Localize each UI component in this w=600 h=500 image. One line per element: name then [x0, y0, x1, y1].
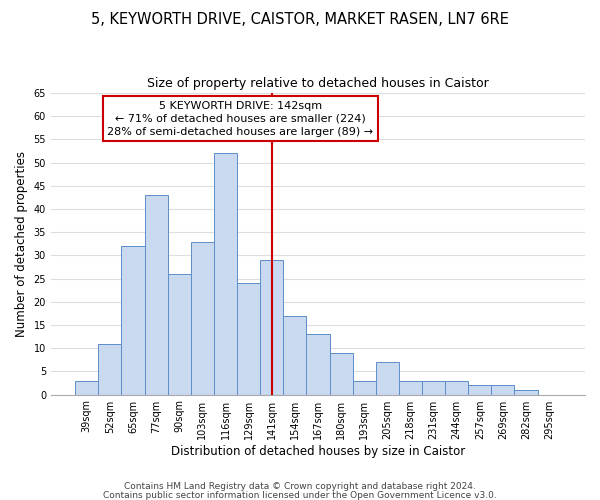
Bar: [514, 390, 538, 394]
Bar: [191, 242, 214, 394]
Bar: [399, 380, 422, 394]
Bar: [167, 274, 191, 394]
Bar: [353, 380, 376, 394]
Y-axis label: Number of detached properties: Number of detached properties: [15, 151, 28, 337]
Bar: [260, 260, 283, 394]
Bar: [237, 283, 260, 395]
Text: 5, KEYWORTH DRIVE, CAISTOR, MARKET RASEN, LN7 6RE: 5, KEYWORTH DRIVE, CAISTOR, MARKET RASEN…: [91, 12, 509, 28]
Bar: [468, 386, 491, 394]
Bar: [445, 380, 468, 394]
Text: 5 KEYWORTH DRIVE: 142sqm
← 71% of detached houses are smaller (224)
28% of semi-: 5 KEYWORTH DRIVE: 142sqm ← 71% of detach…: [107, 100, 374, 137]
Bar: [376, 362, 399, 394]
Text: Contains public sector information licensed under the Open Government Licence v3: Contains public sector information licen…: [103, 490, 497, 500]
Text: Contains HM Land Registry data © Crown copyright and database right 2024.: Contains HM Land Registry data © Crown c…: [124, 482, 476, 491]
Bar: [121, 246, 145, 394]
Bar: [329, 353, 353, 395]
Bar: [422, 380, 445, 394]
X-axis label: Distribution of detached houses by size in Caistor: Distribution of detached houses by size …: [171, 444, 465, 458]
Bar: [98, 344, 121, 394]
Bar: [145, 195, 167, 394]
Bar: [75, 380, 98, 394]
Bar: [283, 316, 307, 394]
Title: Size of property relative to detached houses in Caistor: Size of property relative to detached ho…: [147, 78, 489, 90]
Bar: [307, 334, 329, 394]
Bar: [214, 154, 237, 394]
Bar: [491, 386, 514, 394]
